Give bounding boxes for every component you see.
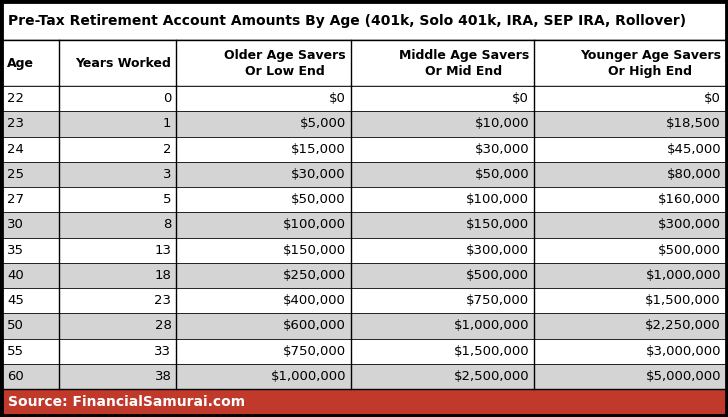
Bar bbox=[2, 339, 726, 364]
Text: $2,250,000: $2,250,000 bbox=[645, 319, 721, 332]
Text: 1: 1 bbox=[163, 117, 172, 131]
Text: 5: 5 bbox=[163, 193, 172, 206]
Text: 38: 38 bbox=[154, 370, 172, 383]
Text: $50,000: $50,000 bbox=[475, 168, 529, 181]
Text: $3,000,000: $3,000,000 bbox=[646, 344, 721, 358]
Text: $30,000: $30,000 bbox=[475, 143, 529, 156]
Text: 13: 13 bbox=[154, 244, 172, 256]
Text: 2: 2 bbox=[163, 143, 172, 156]
Text: 40: 40 bbox=[7, 269, 24, 282]
Bar bbox=[2, 263, 726, 288]
Text: $2,500,000: $2,500,000 bbox=[454, 370, 529, 383]
Text: Years Worked: Years Worked bbox=[76, 56, 172, 70]
Text: Younger Age Savers
Or High End: Younger Age Savers Or High End bbox=[580, 48, 721, 78]
Text: 27: 27 bbox=[7, 193, 24, 206]
Text: $1,000,000: $1,000,000 bbox=[454, 319, 529, 332]
Text: $1,500,000: $1,500,000 bbox=[646, 294, 721, 307]
Text: $300,000: $300,000 bbox=[658, 219, 721, 231]
Text: 0: 0 bbox=[163, 92, 172, 105]
Text: $1,000,000: $1,000,000 bbox=[646, 269, 721, 282]
Text: $160,000: $160,000 bbox=[658, 193, 721, 206]
Text: $400,000: $400,000 bbox=[283, 294, 346, 307]
Text: Middle Age Savers
Or Mid End: Middle Age Savers Or Mid End bbox=[399, 48, 529, 78]
Text: 60: 60 bbox=[7, 370, 24, 383]
Text: 8: 8 bbox=[163, 219, 172, 231]
Text: 33: 33 bbox=[154, 344, 172, 358]
Bar bbox=[2, 389, 726, 415]
Text: 25: 25 bbox=[7, 168, 24, 181]
Bar bbox=[2, 136, 726, 162]
Text: 22: 22 bbox=[7, 92, 24, 105]
Text: $5,000: $5,000 bbox=[300, 117, 346, 131]
Text: 23: 23 bbox=[7, 117, 24, 131]
Text: $0: $0 bbox=[329, 92, 346, 105]
Text: $5,000,000: $5,000,000 bbox=[646, 370, 721, 383]
Text: $0: $0 bbox=[513, 92, 529, 105]
Text: $750,000: $750,000 bbox=[466, 294, 529, 307]
Text: $600,000: $600,000 bbox=[283, 319, 346, 332]
Text: $1,500,000: $1,500,000 bbox=[454, 344, 529, 358]
Bar bbox=[2, 212, 726, 238]
Text: 18: 18 bbox=[154, 269, 172, 282]
Bar bbox=[2, 364, 726, 389]
Text: $100,000: $100,000 bbox=[283, 219, 346, 231]
Text: $10,000: $10,000 bbox=[475, 117, 529, 131]
Text: $50,000: $50,000 bbox=[291, 193, 346, 206]
Text: $45,000: $45,000 bbox=[666, 143, 721, 156]
Text: Source: FinancialSamurai.com: Source: FinancialSamurai.com bbox=[8, 395, 245, 409]
Bar bbox=[2, 86, 726, 111]
Text: 35: 35 bbox=[7, 244, 24, 256]
Text: $18,500: $18,500 bbox=[666, 117, 721, 131]
Text: 23: 23 bbox=[154, 294, 172, 307]
Bar bbox=[2, 238, 726, 263]
Bar bbox=[2, 111, 726, 136]
Text: Pre-Tax Retirement Account Amounts By Age (401k, Solo 401k, IRA, SEP IRA, Rollov: Pre-Tax Retirement Account Amounts By Ag… bbox=[8, 14, 686, 28]
Bar bbox=[2, 2, 726, 40]
Text: 50: 50 bbox=[7, 319, 24, 332]
Text: 24: 24 bbox=[7, 143, 24, 156]
Text: $80,000: $80,000 bbox=[667, 168, 721, 181]
Text: 28: 28 bbox=[154, 319, 172, 332]
Text: 55: 55 bbox=[7, 344, 24, 358]
Text: $750,000: $750,000 bbox=[282, 344, 346, 358]
Bar bbox=[2, 313, 726, 339]
Text: $300,000: $300,000 bbox=[466, 244, 529, 256]
Text: 45: 45 bbox=[7, 294, 24, 307]
Bar bbox=[2, 187, 726, 212]
Text: $15,000: $15,000 bbox=[291, 143, 346, 156]
Text: $1,000,000: $1,000,000 bbox=[270, 370, 346, 383]
Bar bbox=[2, 288, 726, 313]
Text: $150,000: $150,000 bbox=[466, 219, 529, 231]
Text: Age: Age bbox=[7, 56, 34, 70]
Text: $100,000: $100,000 bbox=[466, 193, 529, 206]
Text: $250,000: $250,000 bbox=[282, 269, 346, 282]
Bar bbox=[2, 40, 726, 86]
Text: 3: 3 bbox=[163, 168, 172, 181]
Text: $0: $0 bbox=[704, 92, 721, 105]
Text: $500,000: $500,000 bbox=[466, 269, 529, 282]
Text: 30: 30 bbox=[7, 219, 24, 231]
Text: $500,000: $500,000 bbox=[658, 244, 721, 256]
Text: Older Age Savers
Or Low End: Older Age Savers Or Low End bbox=[224, 48, 346, 78]
Text: $150,000: $150,000 bbox=[282, 244, 346, 256]
Bar bbox=[2, 162, 726, 187]
Text: $30,000: $30,000 bbox=[291, 168, 346, 181]
